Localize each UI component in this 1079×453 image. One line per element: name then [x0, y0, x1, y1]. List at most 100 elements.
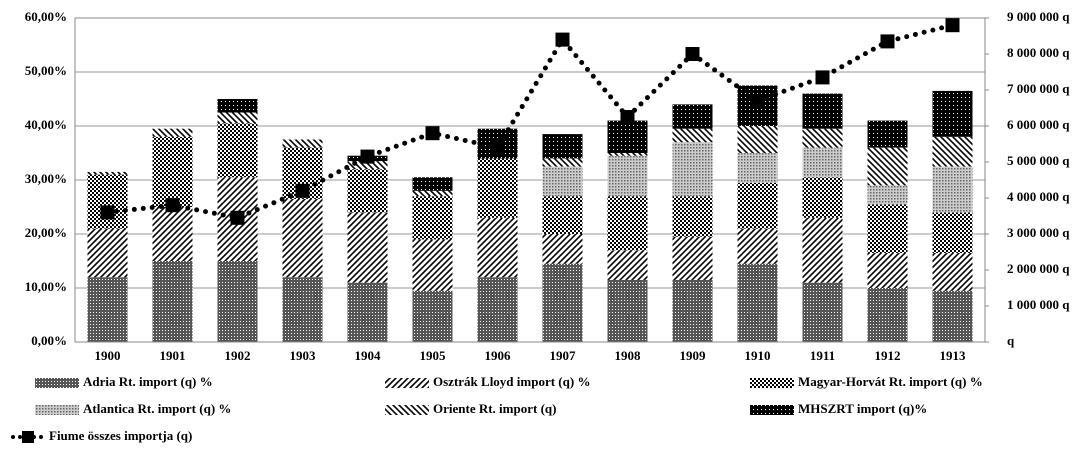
line-marker — [880, 34, 895, 49]
bar-segment — [672, 142, 713, 197]
bar-segment — [607, 250, 648, 280]
bar-segment — [542, 166, 583, 197]
y2-tick-label: 7 000 000 q — [1007, 81, 1070, 96]
x-tick-label: 1913 — [940, 348, 967, 363]
bar-segment — [347, 161, 388, 170]
bar-segment — [412, 196, 453, 240]
bar-segment — [737, 263, 778, 342]
plot-border — [74, 17, 986, 343]
legend-entry: Fiume összes importja (q) — [11, 428, 192, 443]
line-marker — [750, 93, 765, 108]
labels: 0,00% 10,00% 20,00% 30,00% 40,00% 50,00% 60,00… — [25, 9, 1071, 363]
bar-segment — [542, 263, 583, 342]
bar-segment — [282, 139, 323, 148]
line-marker — [620, 110, 635, 124]
bar-segment — [282, 198, 323, 278]
x-tick-label: 1904 — [355, 348, 382, 363]
line-layer — [100, 18, 960, 225]
bar-segment — [217, 123, 258, 178]
bar-segment — [867, 288, 908, 342]
legend-entry: Osztrák Lloyd import (q) % — [385, 374, 590, 389]
x-tick-label: 1901 — [160, 348, 186, 363]
x-tick-label: 1902 — [225, 348, 251, 363]
line-marker — [490, 140, 505, 155]
bar-segment — [867, 252, 908, 288]
legend-entry: Adria Rt. import (q) % — [35, 374, 213, 389]
bar-segment — [802, 217, 843, 283]
bar-segment — [932, 90, 973, 137]
bar-segment — [542, 196, 583, 234]
y2-tick-label: 9 000 000 q — [1007, 9, 1070, 24]
legend-entry: MHSZRT import (q)% — [750, 401, 927, 416]
legend-swatch — [385, 405, 429, 415]
x-tick-label: 1908 — [615, 348, 642, 363]
y2-tick-label: 8 000 000 q — [1007, 45, 1070, 60]
bar-segment — [412, 239, 453, 291]
y-tick-label: 30,00% — [25, 171, 67, 186]
line-marker — [555, 32, 570, 47]
y-tick-label: 60,00% — [25, 9, 67, 24]
bar-segment — [802, 177, 843, 218]
bar-segment — [217, 99, 258, 113]
bar-segment — [282, 277, 323, 342]
line-marker — [815, 70, 830, 85]
bar-segment — [542, 134, 583, 159]
bar-segment — [152, 136, 193, 207]
legend-swatch — [35, 405, 79, 415]
bar-segment — [672, 196, 713, 237]
y2-tick-label: 4 000 000 q — [1007, 189, 1070, 204]
legend-label: Osztrák Lloyd import (q) % — [433, 374, 590, 389]
bar-segment — [87, 174, 128, 229]
bar-segment — [607, 196, 648, 251]
bar-segment — [152, 128, 193, 137]
legend-entry: Magyar-Horvát Rt. import (q) % — [750, 374, 983, 389]
x-tick-label: 1900 — [95, 348, 121, 363]
y-tick-label: 10,00% — [25, 279, 67, 294]
bar-segment — [867, 120, 908, 148]
bar-segment — [607, 279, 648, 342]
x-tick-label: 1903 — [290, 348, 317, 363]
line-marker — [945, 18, 960, 33]
legend-label: Adria Rt. import (q) % — [83, 374, 213, 389]
bar-segment — [932, 290, 973, 342]
legend-label: Oriente Rt. import (q) — [433, 401, 556, 416]
bar-segment — [347, 169, 388, 213]
bar-segment — [607, 153, 648, 156]
bar-segment — [737, 228, 778, 264]
legend-label: Fiume összes importja (q) — [49, 428, 192, 443]
legend-swatch — [750, 405, 794, 415]
y2-tick-label: 2 000 000 q — [1007, 261, 1070, 276]
x-tick-label: 1905 — [420, 348, 447, 363]
bar-segment — [672, 279, 713, 342]
x-tick-label: 1912 — [875, 348, 901, 363]
bar-segment — [672, 236, 713, 280]
legend-swatch — [750, 378, 794, 388]
bar-segment — [347, 282, 388, 342]
bar-segment — [802, 147, 843, 178]
bars — [87, 85, 973, 342]
bar-segment — [867, 204, 908, 253]
bar-segment — [477, 158, 518, 218]
total-line — [105, 22, 955, 221]
bar-segment — [932, 252, 973, 291]
bar-segment — [412, 190, 453, 197]
bar-segment — [867, 185, 908, 205]
bar-segment — [477, 217, 518, 278]
bar-segment — [152, 207, 193, 261]
legend-swatch — [385, 378, 429, 388]
bar-segment — [87, 171, 128, 175]
line-marker — [100, 205, 115, 220]
bar-segment — [217, 261, 258, 342]
line-marker — [685, 47, 700, 61]
line-marker — [295, 183, 310, 198]
x-tick-label: 1910 — [745, 348, 771, 363]
bar-segment — [412, 290, 453, 342]
bar-segment — [867, 147, 908, 186]
grid — [75, 17, 985, 343]
x-tick-label: 1911 — [810, 348, 835, 363]
bar-segment — [932, 212, 973, 253]
legend-entry: Oriente Rt. import (q) — [385, 401, 556, 416]
bar-segment — [802, 93, 843, 129]
legend-label: Magyar-Horvát Rt. import (q) % — [798, 374, 983, 389]
